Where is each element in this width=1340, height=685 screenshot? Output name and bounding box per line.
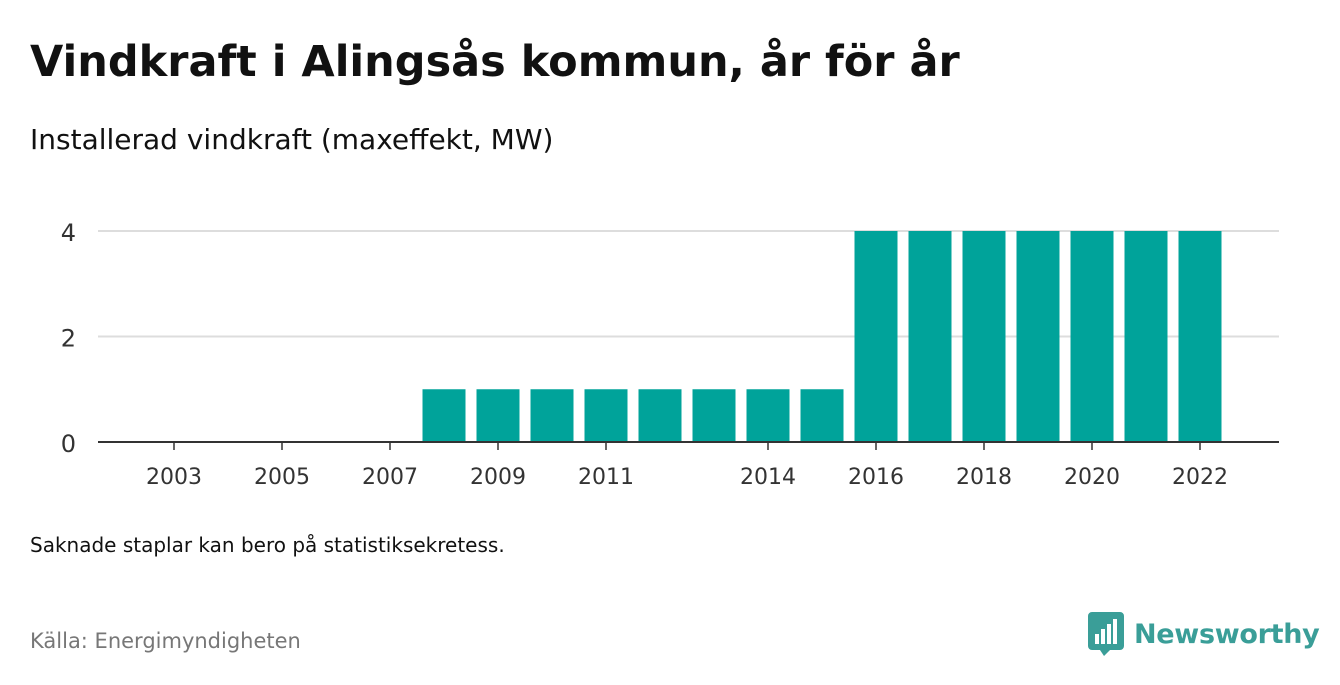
x-tick-label: 2014 xyxy=(740,465,796,490)
bar-2009 xyxy=(476,389,520,442)
source-credit: Källa: Energimyndigheten xyxy=(30,629,301,653)
newsworthy-logo-icon xyxy=(1088,612,1124,656)
x-tick-label: 2016 xyxy=(848,465,904,490)
chart-subtitle: Installerad vindkraft (maxeffekt, MW) xyxy=(30,123,554,156)
footnote: Saknade staplar kan bero på statistiksek… xyxy=(30,533,505,557)
brand-name: Newsworthy xyxy=(1134,618,1320,650)
bar-2015 xyxy=(800,389,844,442)
y-tick-label: 4 xyxy=(61,219,76,247)
bar-2021 xyxy=(1124,231,1168,442)
bar-2013 xyxy=(692,389,736,442)
x-tick-label: 2018 xyxy=(956,465,1012,490)
x-tick-label: 2011 xyxy=(578,465,634,490)
axis-layer: 0 2 4 2003 2005 2007 2009 2011 2014 2016 2018 2020 2… xyxy=(61,219,1279,490)
x-tick-label: 2020 xyxy=(1064,465,1120,490)
bar-2014 xyxy=(746,389,790,442)
bar-2010 xyxy=(530,389,574,442)
bar-2017 xyxy=(908,231,952,442)
brand-logo[interactable]: Newsworthy xyxy=(1088,611,1320,657)
y-tick-label: 2 xyxy=(61,325,76,353)
x-tick-label: 2003 xyxy=(146,465,202,490)
chart-title: Vindkraft i Alingsås kommun, år för år xyxy=(30,37,960,87)
bar-2008 xyxy=(422,389,466,442)
x-tick-label: 2007 xyxy=(362,465,418,490)
x-tick-label: 2009 xyxy=(470,465,526,490)
bar-2016 xyxy=(854,231,898,442)
bar-2020 xyxy=(1070,231,1114,442)
x-tick-label: 2022 xyxy=(1172,465,1228,490)
y-tick-label: 0 xyxy=(61,430,76,458)
bar-2012 xyxy=(638,389,682,442)
bar-2022 xyxy=(1178,231,1222,442)
bar-2018 xyxy=(962,231,1006,442)
bar-layer xyxy=(422,231,1222,442)
bar-2011 xyxy=(584,389,628,442)
x-tick-label: 2005 xyxy=(254,465,310,490)
bar-2019 xyxy=(1016,231,1060,442)
bar-chart: 0 2 4 2003 2005 2007 2009 2011 2014 2016 2018 2020 2… xyxy=(61,219,1279,490)
